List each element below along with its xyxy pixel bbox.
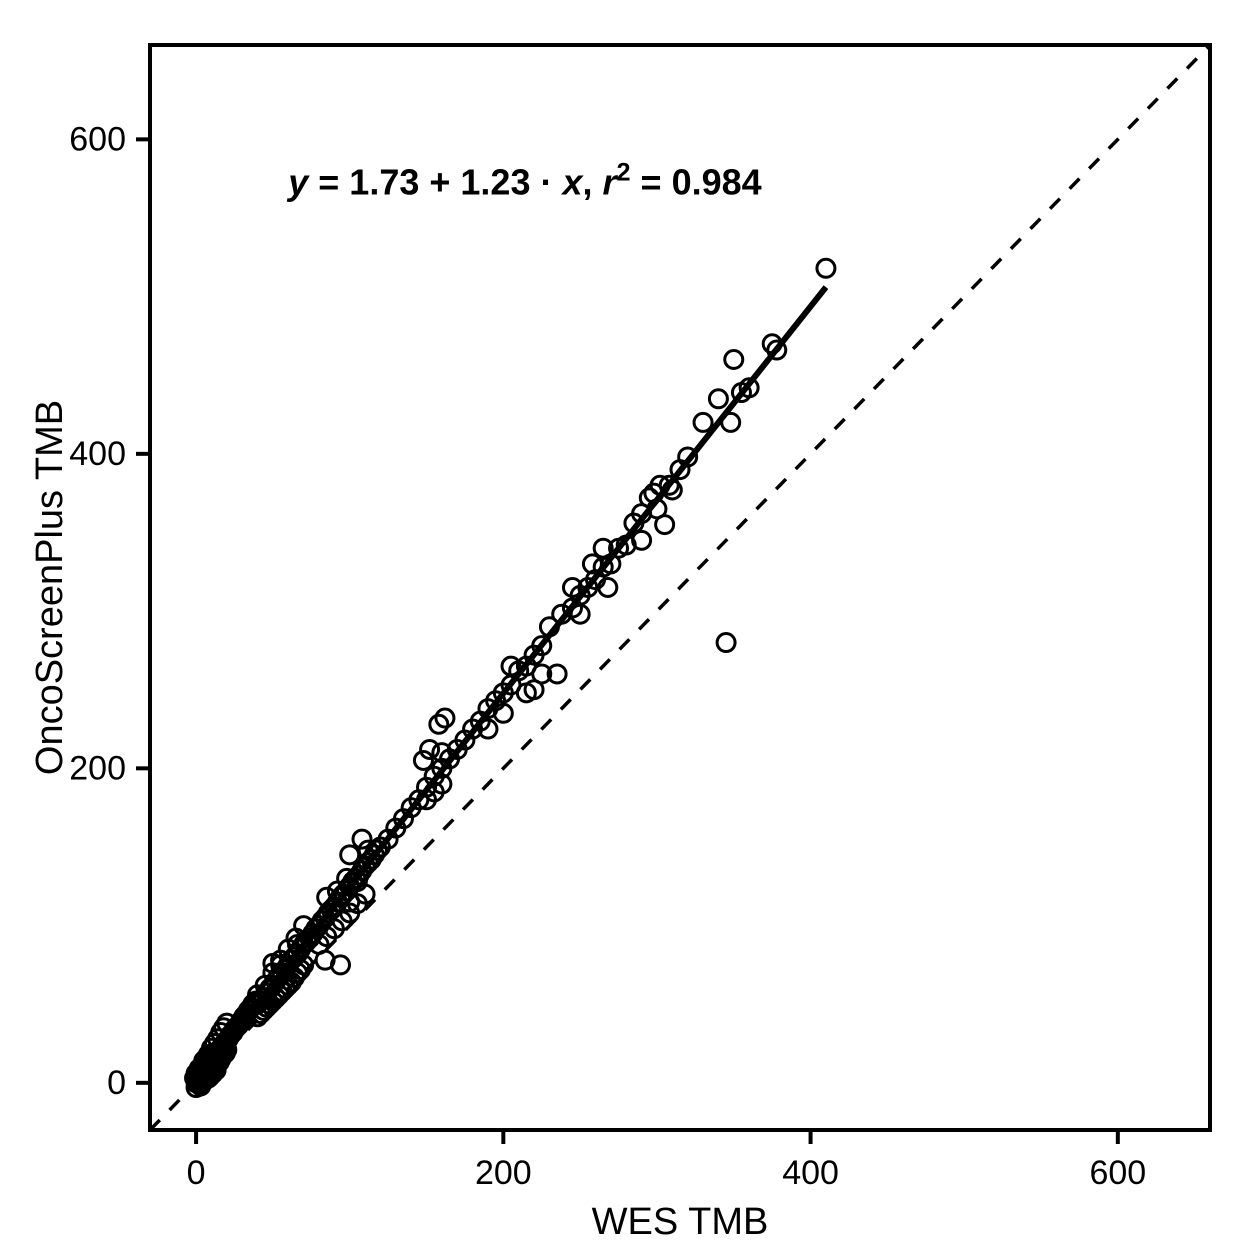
x-tick-label: 600 (1089, 1154, 1146, 1192)
equation-annotation: y = 1.73 + 1.23 · x, r2 = 0.984 (286, 158, 761, 202)
y-tick-label: 200 (69, 750, 126, 788)
y-tick-label: 600 (69, 121, 126, 159)
x-tick-label: 200 (475, 1154, 532, 1192)
y-axis-label: OncoScreenPlus TMB (29, 400, 71, 775)
chart-svg: 0 200 400 600 0 200 400 600 WES TMB OncoScreenPlu… (0, 0, 1240, 1241)
x-tick-label: 400 (782, 1154, 839, 1192)
x-tick-label: 0 (187, 1154, 206, 1192)
y-tick-label: 0 (107, 1064, 126, 1102)
y-tick-label: 400 (69, 435, 126, 473)
scatter-chart: 0 200 400 600 0 200 400 600 WES TMB OncoScreenPlu… (0, 0, 1240, 1241)
x-axis-label: WES TMB (592, 1201, 769, 1241)
